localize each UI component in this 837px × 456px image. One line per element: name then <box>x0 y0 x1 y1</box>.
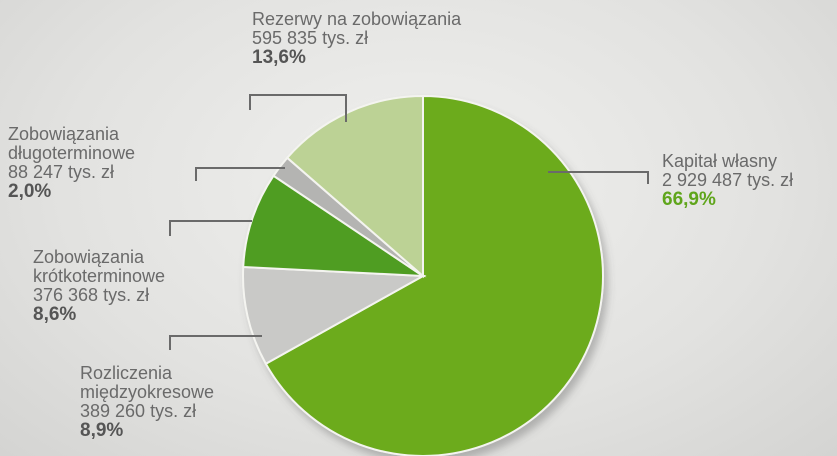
category-name: Zobowiązania krótkoterminowe <box>33 247 166 286</box>
pie-slice <box>242 174 427 278</box>
value-label: 66,9% <box>662 189 716 210</box>
category-name: Rezerwy na zobowiązania <box>252 9 462 29</box>
pie-slice <box>285 94 424 279</box>
value-label: 2,0% <box>8 181 52 202</box>
value-label: 8,9% <box>80 420 124 441</box>
slice-label: Zobowiązania długoterminowe 88 247 tys. z… <box>8 124 136 202</box>
value-label: 8,6% <box>33 304 77 325</box>
leader-line <box>169 335 262 350</box>
category-name: Rozliczenia międzyokresowe <box>80 363 215 402</box>
amount-label: 389 260 tys. zł <box>80 401 197 421</box>
category-name: Zobowiązania długoterminowe <box>8 124 136 163</box>
pie-slice <box>264 94 604 456</box>
pie-slice <box>242 265 427 366</box>
slice-label: Kapitał własny 2 929 487 tys. zł 66,9% <box>662 151 794 210</box>
amount-label: 88 247 tys. zł <box>8 162 115 182</box>
slice-label: Zobowiązania krótkoterminowe 376 368 tys.… <box>33 247 166 325</box>
leader-line <box>169 220 252 236</box>
amount-label: 2 929 487 tys. zł <box>662 170 794 190</box>
amount-label: 376 368 tys. zł <box>33 285 150 305</box>
leader-line <box>249 94 347 122</box>
category-name: Kapitał własny <box>662 151 778 171</box>
slice-label: Rozliczenia międzyokresowe 389 260 tys. z… <box>80 363 215 441</box>
value-label: 13,6% <box>252 47 306 68</box>
pie <box>242 94 604 456</box>
leader-line <box>195 167 285 181</box>
slice-label: Rezerwy na zobowiązania 595 835 tys. zł 13… <box>252 9 462 68</box>
leader-line <box>548 171 649 184</box>
amount-label: 595 835 tys. zł <box>252 28 369 48</box>
